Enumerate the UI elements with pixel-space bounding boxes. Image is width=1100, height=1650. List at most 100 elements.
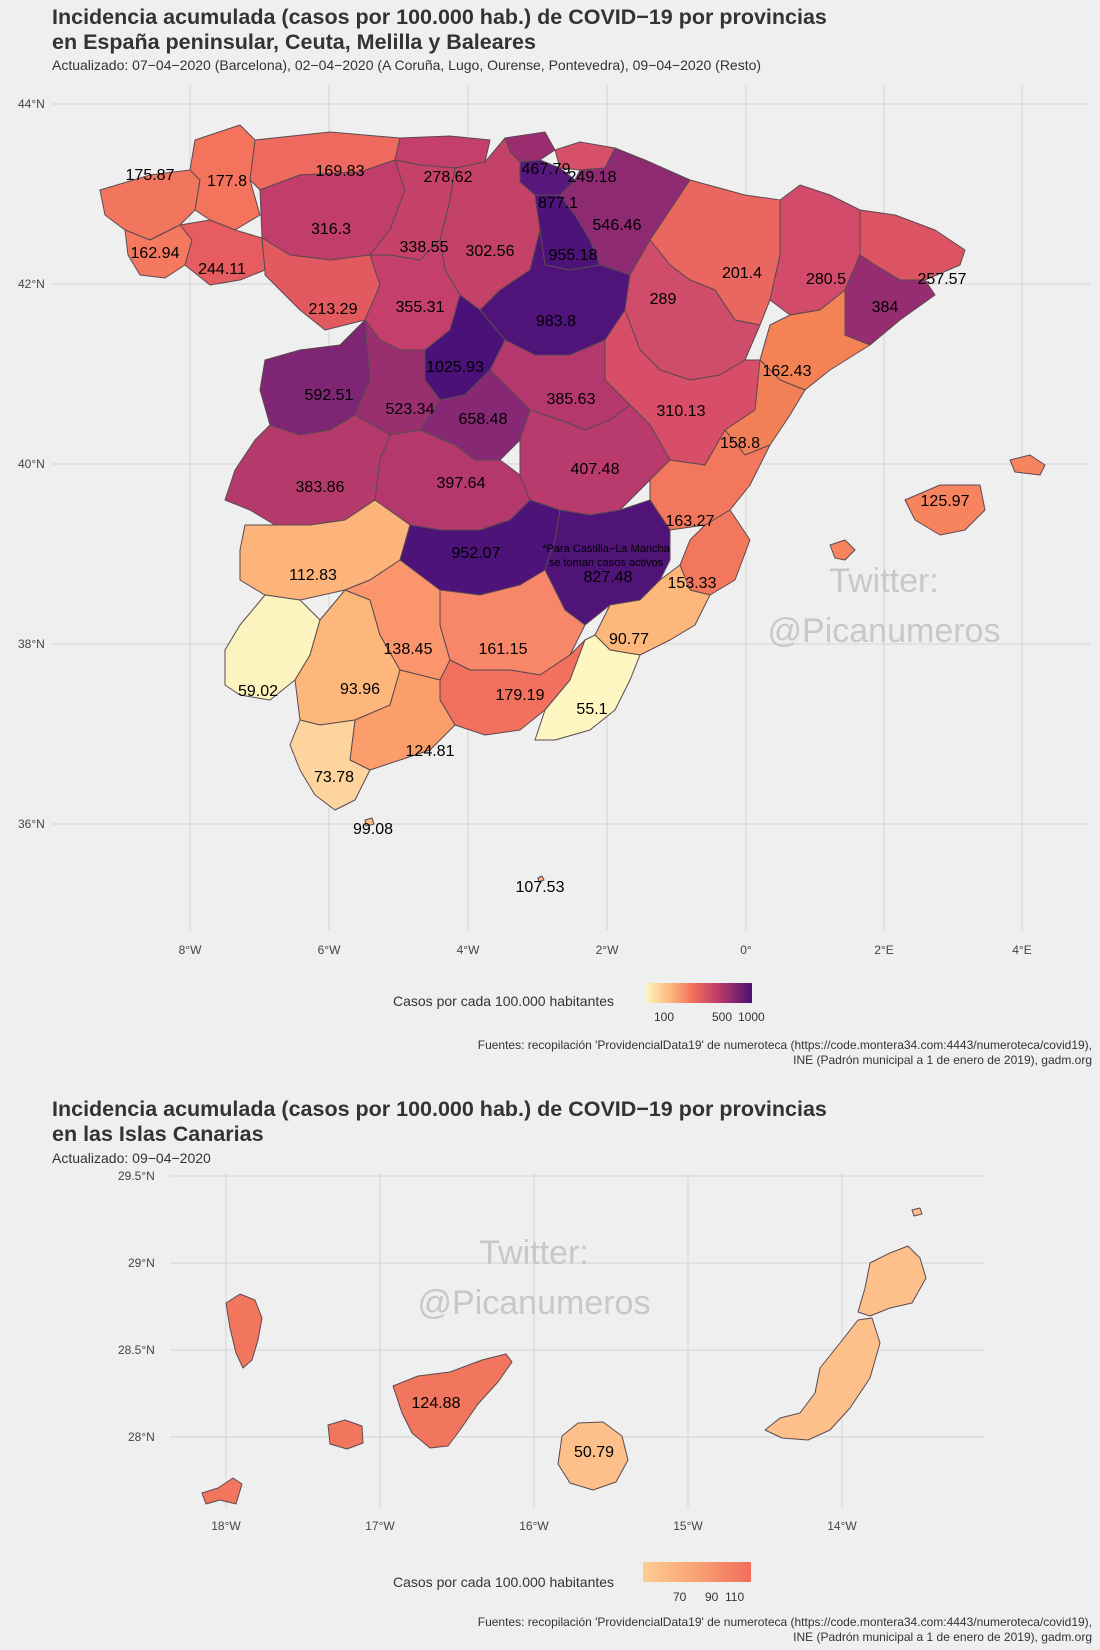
value-label: 112.83 xyxy=(289,567,337,584)
island-la-gomera xyxy=(327,1419,364,1450)
value-label: 162.43 xyxy=(763,363,812,380)
lat-label-29-5: 29.5°N xyxy=(118,1169,155,1183)
value-label: 163.27 xyxy=(666,513,715,530)
canarias-legend-color-bar xyxy=(643,1562,751,1582)
watermark-line-2: @Picanumeros xyxy=(768,612,1001,650)
province-murcia xyxy=(594,564,711,656)
canarias-title: Incidencia acumulada (casos por 100.000 … xyxy=(52,1097,827,1147)
province-ourense xyxy=(179,219,266,286)
value-label: 138.45 xyxy=(384,641,433,658)
value-label: 175.87 xyxy=(126,167,175,184)
value-label: 280.5 xyxy=(806,271,846,288)
value-label: 59.02 xyxy=(238,683,278,700)
title-line-2: en España peninsular, Ceuta, Melilla y B… xyxy=(52,30,536,54)
watermark-line-1: Twitter: xyxy=(829,562,939,600)
value-label: 384 xyxy=(872,299,899,316)
value-label: 1025.93 xyxy=(426,359,484,376)
value-label: 952.07 xyxy=(452,545,501,562)
lon-label-18w: 18°W xyxy=(211,1519,241,1533)
province-value-labels: 175.87 177.8 169.83 278.62 467.79 249.18… xyxy=(126,161,970,896)
value-label: 125.97 xyxy=(921,493,970,510)
canarias-watermark-line-2: @Picanumeros xyxy=(418,1284,651,1322)
island-la-palma xyxy=(225,1293,263,1369)
province-a-coruna xyxy=(99,169,201,241)
peninsula-map-svg: 44°N 42°N 40°N 38°N 36°N 8°W 6°W 4°W 2°W… xyxy=(18,85,1090,957)
map-subtitle: Actualizado: 07−04−2020 (Barcelona), 02−… xyxy=(52,57,762,73)
province-ibiza xyxy=(829,539,856,561)
value-label: 955.18 xyxy=(549,247,598,264)
value-label: 289 xyxy=(650,291,677,308)
province-melilla xyxy=(537,875,545,883)
value-label: 99.08 xyxy=(353,821,393,838)
canarias-legend-title: Casos por cada 100.000 habitantes xyxy=(393,1574,615,1590)
castilla-la-mancha-note-line-2: se toman casos activos xyxy=(549,557,664,569)
canarias-source-line-1: Fuentes: recopilación 'ProvidencialData1… xyxy=(477,1615,1092,1629)
island-lanzarote xyxy=(857,1245,927,1317)
island-el-hierro xyxy=(201,1477,243,1505)
lat-label-36: 36°N xyxy=(18,817,45,831)
lat-label-29: 29°N xyxy=(128,1256,155,1270)
canarias-legend-tick-70: 70 xyxy=(673,1590,687,1604)
lat-label-44: 44°N xyxy=(18,97,45,111)
value-label: 249.18 xyxy=(568,169,617,186)
lat-label-28: 28°N xyxy=(128,1430,155,1444)
canarias-title-line-2: en las Islas Canarias xyxy=(52,1122,264,1146)
source-note: Fuentes: recopilación 'ProvidencialData1… xyxy=(478,1038,1092,1068)
castilla-la-mancha-note-line-1: *Para Castilla−La Mancha xyxy=(542,543,670,555)
lon-label-2w: 2°W xyxy=(596,943,619,957)
lon-label-0: 0° xyxy=(740,943,752,957)
value-label: 467.79 xyxy=(522,161,571,178)
value-label: 107.53 xyxy=(516,879,565,896)
province-huelva xyxy=(224,594,321,701)
province-cadiz xyxy=(289,719,371,811)
value-label: 162.94 xyxy=(131,245,180,262)
canarias-legend-tick-90: 90 xyxy=(705,1590,719,1604)
island-fuerteventura xyxy=(764,1317,881,1441)
value-label: 877.1 xyxy=(538,195,578,212)
lon-label-2e: 2°E xyxy=(874,943,893,957)
value-label: 407.48 xyxy=(571,461,620,478)
value-label: 158.8 xyxy=(720,435,760,452)
value-label: 179.19 xyxy=(496,687,545,704)
lat-label-28-5: 28.5°N xyxy=(118,1343,155,1357)
value-label: 397.64 xyxy=(437,475,486,492)
province-mallorca xyxy=(904,484,986,536)
canarias-source-note: Fuentes: recopilación 'ProvidencialData1… xyxy=(478,1615,1092,1645)
source-line-2: INE (Padrón municipal a 1 de enero de 20… xyxy=(793,1053,1092,1067)
island-shapes xyxy=(201,1207,927,1505)
value-label-gran-canaria: 50.79 xyxy=(574,1444,614,1461)
lat-label-40: 40°N xyxy=(18,457,45,471)
lon-label-14w: 14°W xyxy=(827,1519,857,1533)
value-label: 592.51 xyxy=(305,387,354,404)
value-label: 827.48 xyxy=(584,569,633,586)
value-label: 310.13 xyxy=(657,403,706,420)
lon-label-4w: 4°W xyxy=(457,943,480,957)
value-label: 93.96 xyxy=(340,681,380,698)
value-label: 658.48 xyxy=(459,411,508,428)
lon-label-17w: 17°W xyxy=(365,1519,395,1533)
island-la-graciosa xyxy=(911,1207,923,1217)
canarias-title-line-1: Incidencia acumulada (casos por 100.000 … xyxy=(52,1097,827,1121)
value-label: 523.34 xyxy=(386,401,435,418)
value-label: 161.15 xyxy=(479,641,528,658)
legend-color-bar xyxy=(646,983,752,1003)
value-label: 73.78 xyxy=(314,769,354,786)
value-label: 983.8 xyxy=(536,313,576,330)
lon-label-16w: 16°W xyxy=(519,1519,549,1533)
value-label: 338.55 xyxy=(400,239,449,256)
canarias-subtitle: Actualizado: 09−04−2020 xyxy=(52,1150,211,1166)
value-label: 302.56 xyxy=(466,243,515,260)
value-label: 177.8 xyxy=(207,173,247,190)
legend-tick-500: 500 xyxy=(712,1010,733,1024)
lat-label-42: 42°N xyxy=(18,277,45,291)
value-label: 244.11 xyxy=(198,261,246,278)
value-label-tenerife: 124.88 xyxy=(412,1395,461,1412)
value-label: 55.1 xyxy=(576,701,607,718)
lon-label-4e: 4°E xyxy=(1012,943,1031,957)
value-label: 124.81 xyxy=(406,743,455,760)
value-label: 546.46 xyxy=(593,217,642,234)
value-label: 90.77 xyxy=(609,631,649,648)
canarias-watermark-line-1: Twitter: xyxy=(479,1234,589,1272)
canarias-map-panel: Incidencia acumulada (casos por 100.000 … xyxy=(0,1080,1100,1650)
value-label: 153.33 xyxy=(668,575,717,592)
